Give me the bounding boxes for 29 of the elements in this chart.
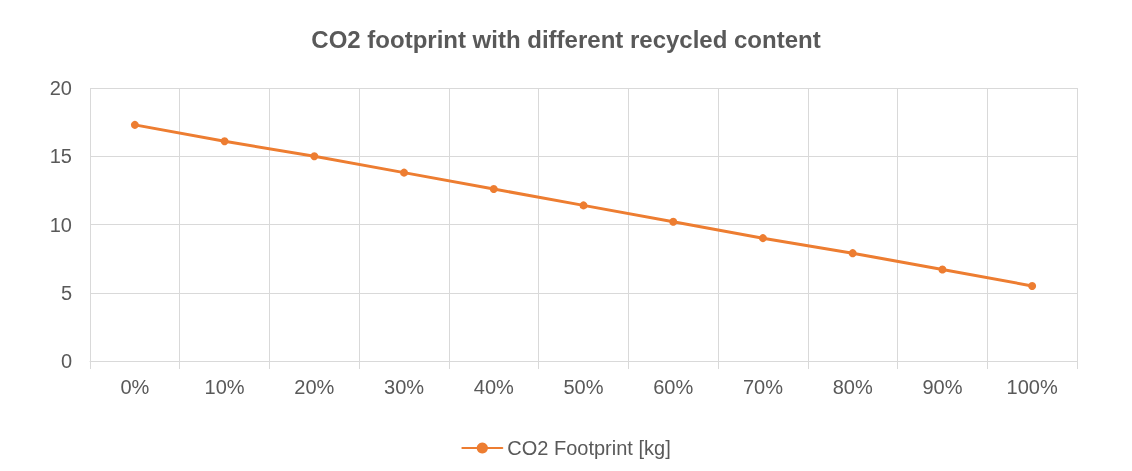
point xyxy=(310,152,319,161)
x-tick-label: 30% xyxy=(384,376,425,398)
x-tick-label: 0% xyxy=(120,376,150,398)
point xyxy=(130,120,139,129)
point xyxy=(489,185,498,194)
y-tick-label: 15 xyxy=(49,145,72,168)
point xyxy=(938,265,947,274)
y-tick-label: 20 xyxy=(49,77,72,99)
point xyxy=(220,137,229,146)
x-tick-label: 100% xyxy=(1006,376,1058,398)
y-tick-label: 0 xyxy=(60,350,72,372)
point xyxy=(400,168,409,177)
point xyxy=(669,217,678,226)
x-tick-label: 90% xyxy=(922,376,963,398)
chart-title: CO2 footprint with different recycled content xyxy=(311,25,821,53)
point xyxy=(1028,281,1037,290)
x-tick-label: 60% xyxy=(653,376,694,398)
point xyxy=(848,249,857,258)
x-tick-label: 50% xyxy=(563,376,604,398)
point xyxy=(579,201,588,210)
point xyxy=(758,234,767,243)
x-tick-label: 40% xyxy=(473,376,514,398)
y-tick-label: 10 xyxy=(49,213,72,236)
x-tick-label: 70% xyxy=(742,376,784,398)
x-tick-label: 10% xyxy=(204,376,245,398)
legend-label: CO2 Footprint [kg] xyxy=(507,437,671,459)
x-tick-label: 80% xyxy=(832,376,873,398)
y-tick-label: 5 xyxy=(60,281,72,304)
x-tick-label: 20% xyxy=(294,376,335,398)
